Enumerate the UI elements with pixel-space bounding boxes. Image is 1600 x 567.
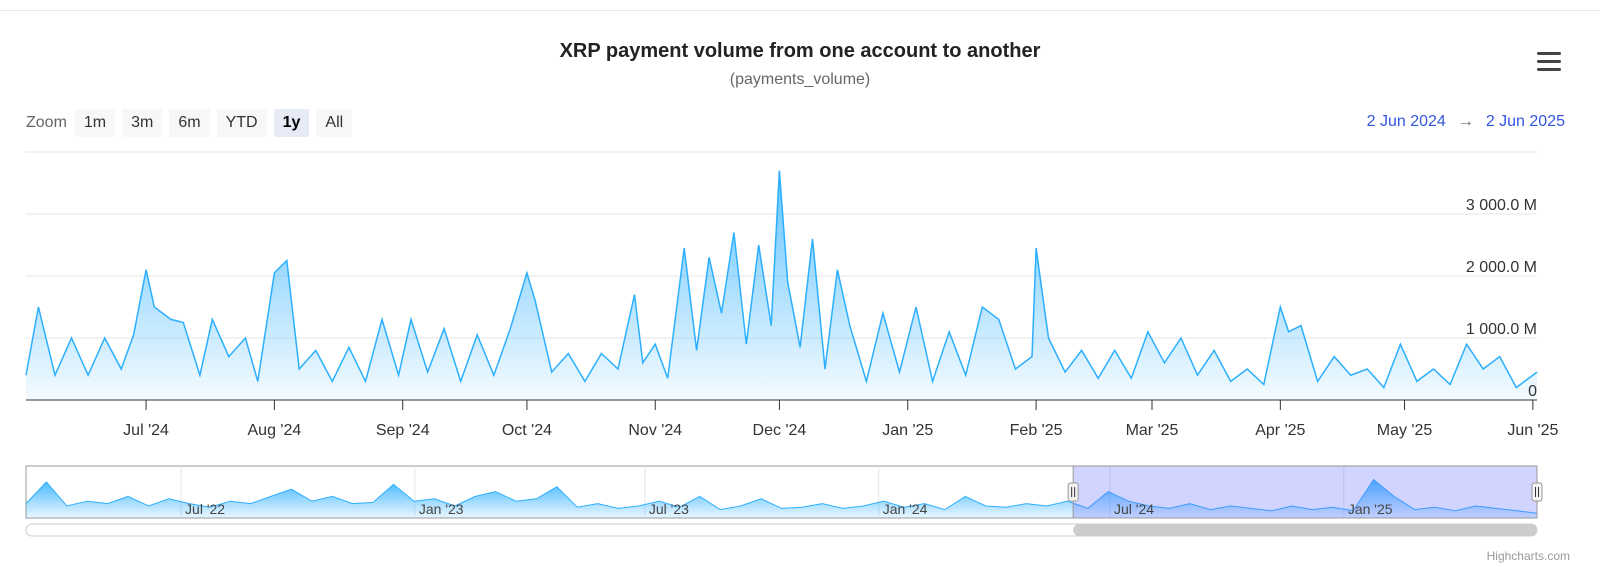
y-tick-label: 1 000.0 M (1466, 321, 1537, 338)
range-to-input[interactable]: 2 Jun 2025 (1485, 113, 1565, 130)
navigator-tick-label: Jan '24 (883, 501, 928, 517)
zoom-controls: Zoom 1m 3m 6m YTD 1y All (26, 109, 359, 137)
range-from-input[interactable]: 2 Jun 2024 (1366, 113, 1446, 130)
series-line (25, 170, 1538, 390)
y-tick-label: 3 000.0 M (1466, 197, 1537, 214)
navigator-area (26, 479, 1537, 518)
navigator-line (25, 478, 1538, 514)
zoom-3m-button[interactable]: 3m (122, 109, 163, 137)
handle-grip (1531, 482, 1543, 502)
navigator-tick-label: Jul '23 (649, 501, 689, 517)
x-tick-label: Jul '24 (123, 422, 169, 439)
navigator-left-handle[interactable] (1067, 482, 1079, 502)
x-tick-label: Mar '25 (1126, 422, 1179, 439)
x-tick-label: Nov '24 (628, 422, 682, 439)
navigator-tick-label: Jul '22 (185, 501, 225, 517)
x-tick-label: Dec '24 (753, 422, 807, 439)
navigator-tick-label: Jul '24 (1114, 501, 1154, 517)
y-tick-label: 2 000.0 M (1466, 259, 1537, 276)
navigator[interactable]: Jul '22 Jan '23 Jul '23 Jan '24 Jul '24 Jan '… (25, 465, 1543, 519)
x-tick-label: Apr '25 (1255, 422, 1305, 439)
navigator-labels: Jul '22 Jan '23 Jul '23 Jan '24 Jul '24 Jan '… (185, 501, 1393, 517)
hamburger-menu-icon[interactable] (1537, 52, 1563, 74)
x-tick-label: Jun '25 (1507, 422, 1558, 439)
x-tick-label: Oct '24 (502, 422, 552, 439)
zoom-all-button[interactable]: All (316, 109, 353, 137)
x-axis-ticks: Jul '24 Aug '24 Sep '24 Oct '24 Nov '24 Dec '… (123, 400, 1559, 439)
y-tick-label: 0 (1528, 383, 1537, 400)
x-tick-label: Aug '24 (248, 422, 302, 439)
range-arrow-icon: → (1457, 113, 1474, 130)
credits-link[interactable]: Highcharts.com (1486, 549, 1570, 563)
zoom-1m-button[interactable]: 1m (74, 109, 116, 137)
navigator-tick-label: Jan '25 (1348, 501, 1393, 517)
top-divider (0, 10, 1600, 11)
zoom-ytd-button[interactable]: YTD (216, 109, 267, 137)
series-area (26, 170, 1537, 400)
zoom-6m-button[interactable]: 6m (169, 109, 210, 137)
date-range: 2 Jun 2024 → 2 Jun 2025 (1367, 113, 1565, 131)
chart-title: XRP payment volume from one account to a… (559, 40, 1041, 62)
chart-subtitle: (payments_volume) (729, 71, 871, 88)
navigator-selection[interactable] (1072, 465, 1538, 519)
x-tick-label: May '25 (1377, 422, 1433, 439)
navigator-right-handle[interactable] (1531, 482, 1543, 502)
y-axis-labels: 0 1 000.0 M 2 000.0 M 3 000.0 M (1466, 197, 1537, 400)
handle-grip (1067, 482, 1079, 502)
x-tick-label: Sep '24 (376, 422, 430, 439)
zoom-label: Zoom (26, 114, 67, 131)
navigator-tick-label: Jan '23 (419, 501, 464, 517)
scrollbar-thumb[interactable] (1073, 524, 1537, 536)
x-tick-label: Jan '25 (882, 422, 933, 439)
x-tick-label: Feb '25 (1010, 422, 1063, 439)
zoom-1y-button[interactable]: 1y (273, 109, 310, 137)
